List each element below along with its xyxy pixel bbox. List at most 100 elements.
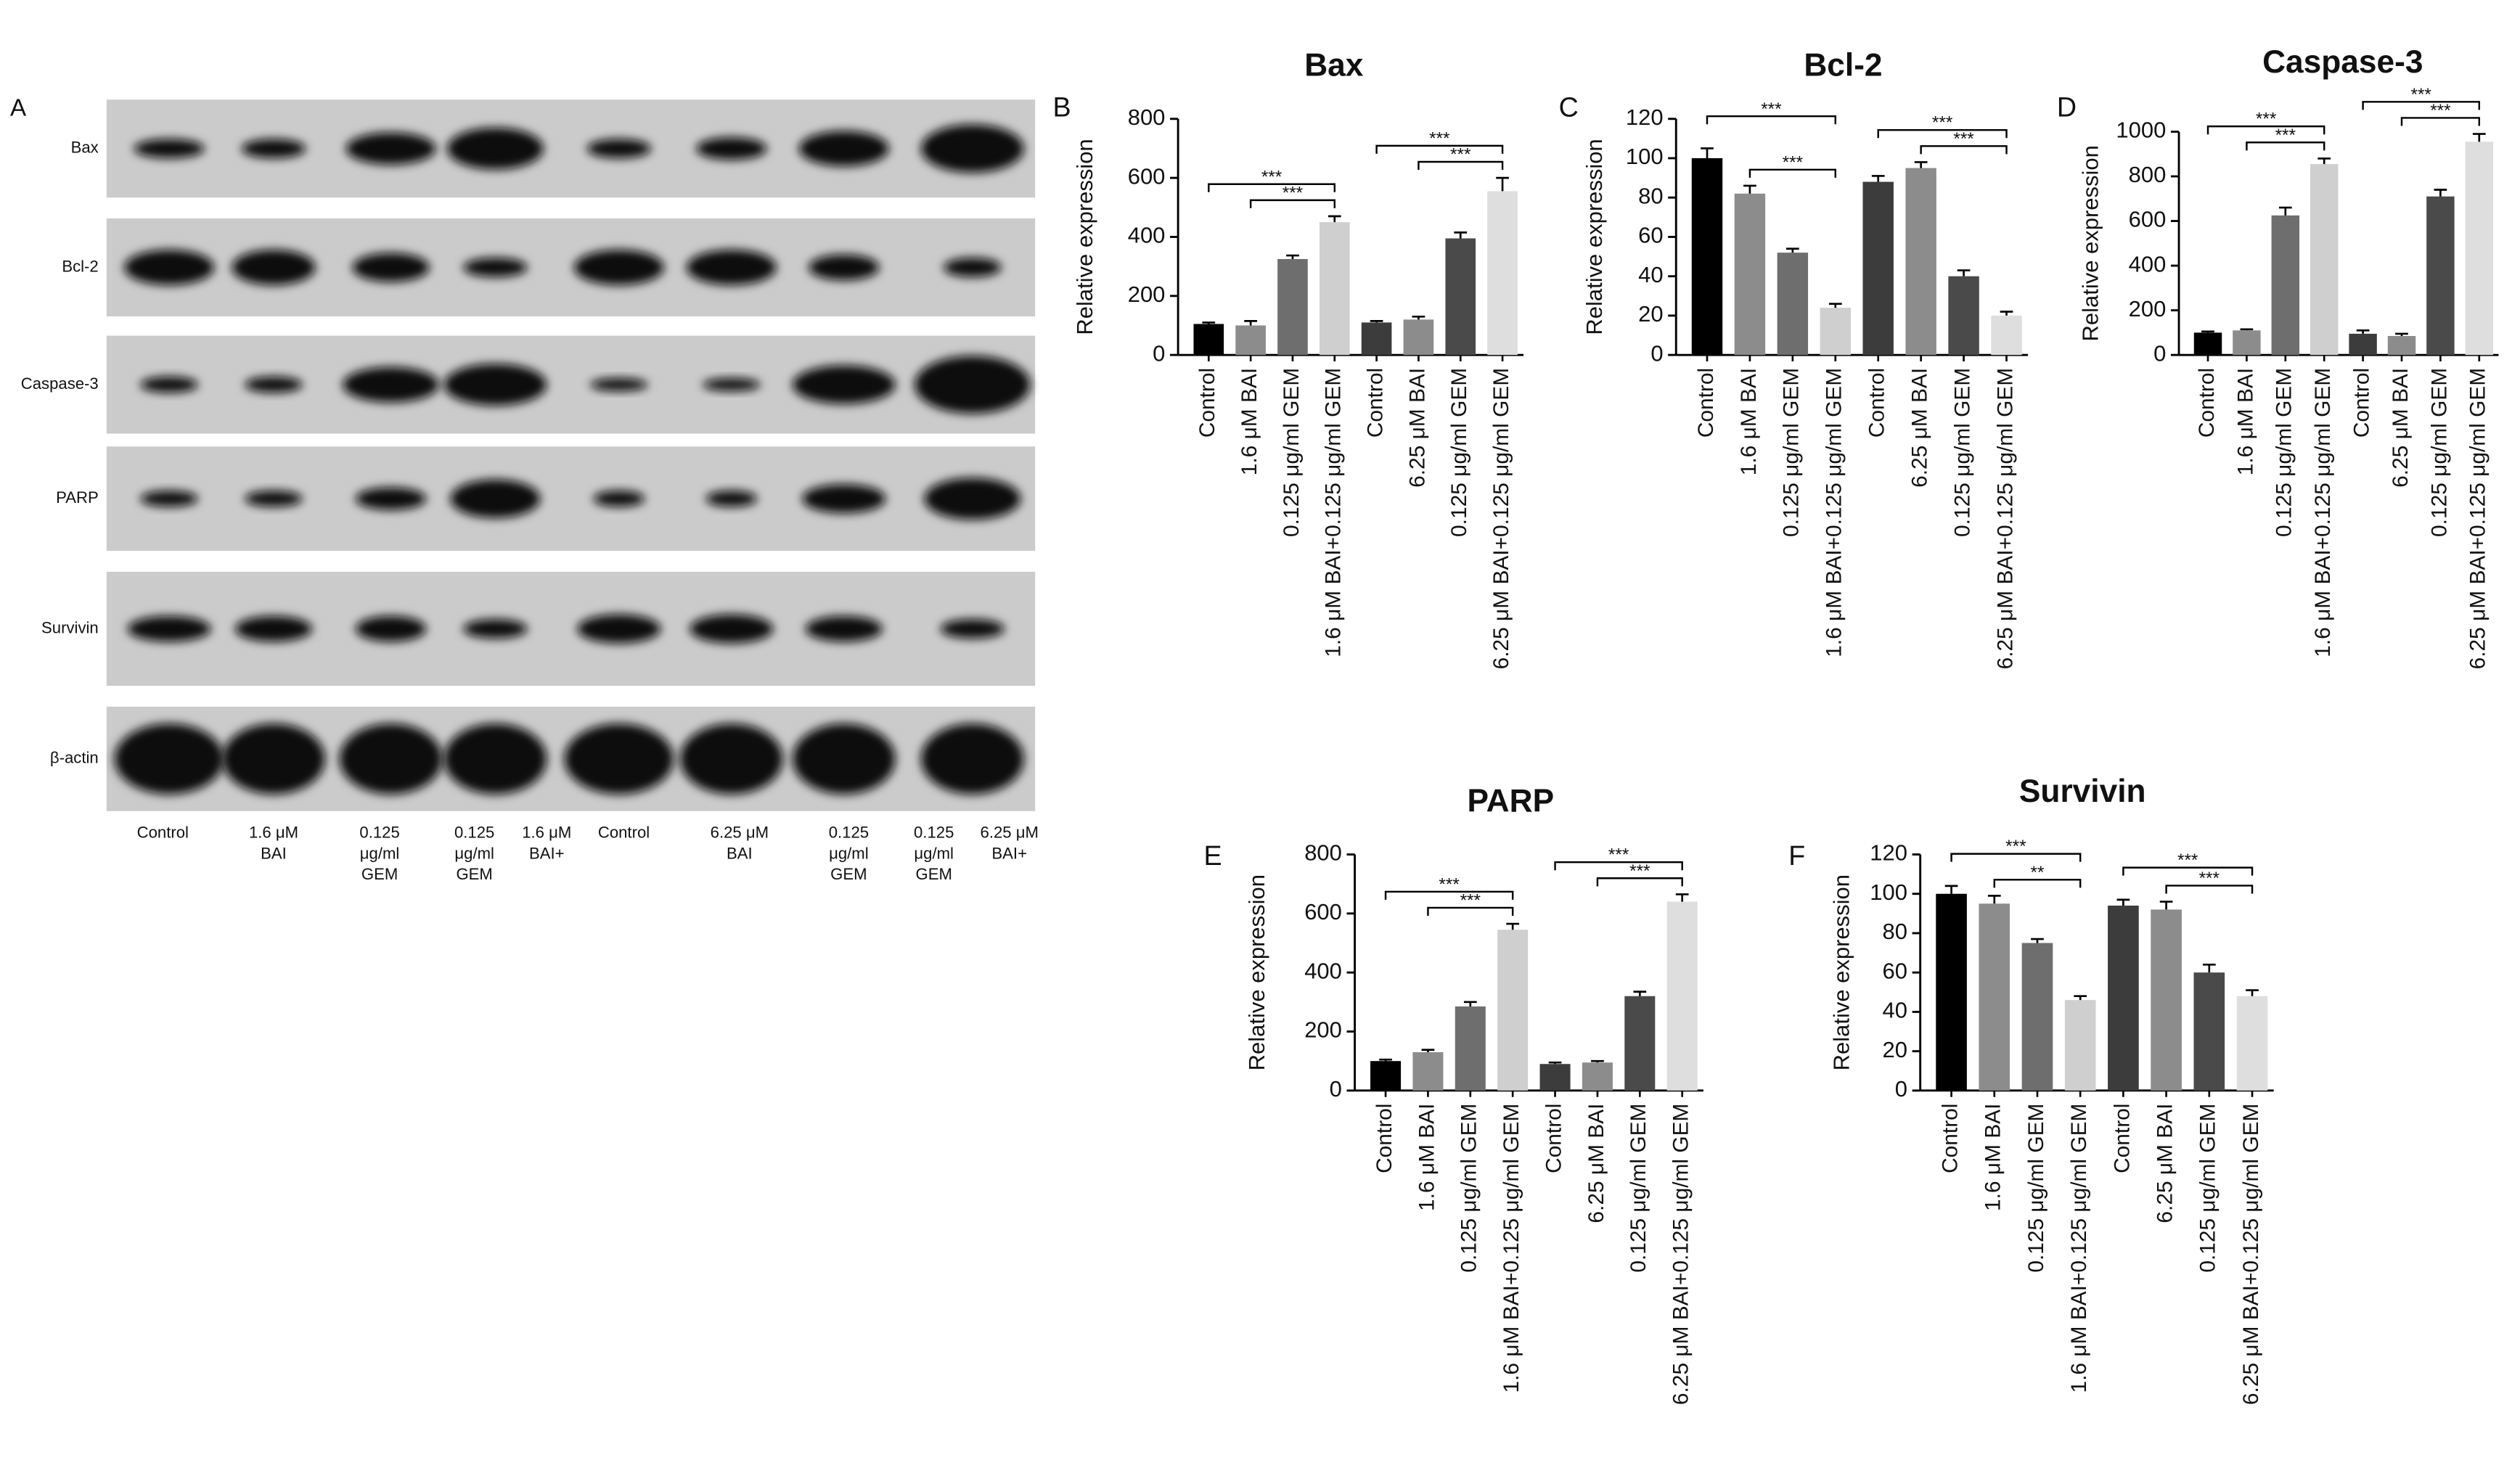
error-bar bbox=[1633, 991, 1647, 996]
error-bar bbox=[2202, 964, 2216, 973]
error-bar bbox=[2434, 189, 2447, 197]
error-bar bbox=[2031, 938, 2044, 943]
blot-lane-label: μg/ml bbox=[360, 844, 400, 862]
bar bbox=[1777, 253, 1809, 356]
error-bar bbox=[1828, 303, 1842, 308]
chart-title: PARP bbox=[1467, 783, 1554, 819]
x-tick-label: 1.6 μM BAI bbox=[1981, 1104, 2005, 1211]
significance-bracket bbox=[2400, 117, 2481, 126]
bar bbox=[1455, 1006, 1486, 1091]
error-bar bbox=[2472, 133, 2486, 142]
y-tick-label: 60 bbox=[1883, 958, 1907, 983]
chart-title: Caspase-3 bbox=[2262, 44, 2423, 80]
blot-band bbox=[573, 250, 664, 285]
blot-band bbox=[705, 491, 758, 507]
x-tick-label: 6.25 μM BAI bbox=[1908, 368, 1932, 488]
x-tick-label: Control bbox=[1865, 368, 1889, 438]
significance-bracket bbox=[1554, 861, 1683, 871]
significance-label: *** bbox=[1953, 129, 1974, 149]
bar bbox=[2233, 330, 2261, 356]
bar bbox=[2426, 196, 2455, 356]
x-tick-label: Control bbox=[2195, 368, 2219, 438]
blot-band bbox=[443, 723, 547, 795]
blot-row-label: Caspase-3 bbox=[21, 374, 99, 393]
y-tick-label: 600 bbox=[2129, 207, 2167, 232]
blot-band bbox=[679, 723, 783, 795]
significance-label: *** bbox=[1429, 128, 1450, 148]
error-bar bbox=[1675, 893, 1689, 902]
blot-lane-label: 1.6 μM bbox=[522, 824, 571, 842]
significance-label: *** bbox=[1450, 145, 1471, 165]
blot-band bbox=[140, 377, 198, 393]
bar bbox=[1979, 903, 2010, 1091]
y-tick-label: 100 bbox=[1626, 144, 1664, 169]
bar bbox=[1624, 996, 1656, 1091]
x-tick-label: 1.6 μM BAI+0.125 μg/ml GEM bbox=[1500, 1104, 1523, 1393]
bar bbox=[2021, 943, 2053, 1091]
significance-bracket bbox=[2165, 885, 2254, 894]
x-tick-label: 6.25 μM BAI bbox=[2389, 368, 2413, 488]
x-tick-label: 0.125 μg/ml GEM bbox=[2024, 1104, 2048, 1273]
blot-row-label: β-actin bbox=[50, 749, 99, 767]
blot-band bbox=[590, 378, 648, 391]
x-tick-label: 0.125 μg/ml GEM bbox=[1280, 368, 1304, 537]
error-bar bbox=[1944, 885, 1958, 894]
x-tick-label: Control bbox=[1542, 1104, 1566, 1173]
blot-band bbox=[564, 723, 674, 795]
significance-label: *** bbox=[1460, 891, 1481, 911]
bar bbox=[1734, 193, 1766, 356]
significance-label: *** bbox=[2275, 126, 2296, 145]
bar bbox=[1370, 1061, 1402, 1091]
blot-band bbox=[798, 131, 889, 167]
blot-lane-label: μg/ml bbox=[914, 844, 954, 862]
x-tick-label: 1.6 μM BAI+0.125 μg/ml GEM bbox=[1322, 368, 1346, 657]
blot-lane-label: 1.6 μM bbox=[249, 824, 298, 842]
y-tick-label: 40 bbox=[1883, 998, 1907, 1023]
y-tick-label: 400 bbox=[2129, 251, 2167, 276]
significance-bracket bbox=[1208, 183, 1336, 192]
significance-bracket bbox=[1920, 145, 2008, 155]
panel-letter: D bbox=[2057, 91, 2077, 122]
blot-band bbox=[463, 619, 528, 639]
significance-label: *** bbox=[1282, 183, 1304, 202]
significance-bracket bbox=[1748, 168, 1837, 178]
error-bar bbox=[2000, 311, 2013, 316]
y-tick-label: 120 bbox=[1626, 104, 1664, 130]
bar bbox=[1445, 238, 1476, 356]
blot-band bbox=[241, 139, 306, 159]
error-bar bbox=[2201, 330, 2214, 333]
x-tick-label: 6.25 μM BAI bbox=[1405, 368, 1429, 488]
y-tick-label: 40 bbox=[1638, 262, 1663, 287]
x-tick-label: 6.25 μM BAI bbox=[1584, 1104, 1608, 1223]
x-tick-label: Control bbox=[2349, 368, 2373, 438]
bar bbox=[1936, 893, 1967, 1091]
x-tick-label: 0.125 μg/ml GEM bbox=[1780, 368, 1804, 537]
x-tick-label: Control bbox=[2110, 1104, 2134, 1173]
x-tick-label: 1.6 μM BAI bbox=[1415, 1104, 1439, 1211]
y-axis-label: Relative expression bbox=[2078, 145, 2103, 341]
blot-lane-label: GEM bbox=[915, 865, 952, 883]
error-bar bbox=[2318, 157, 2331, 165]
blot-lane-label: 0.125 bbox=[359, 824, 399, 842]
error-bar bbox=[2116, 898, 2130, 906]
x-tick-label: Control bbox=[1938, 1104, 1962, 1173]
blot-lane-label: μg/ml bbox=[829, 844, 869, 862]
blot-lane-label: 0.125 bbox=[914, 824, 954, 842]
error-bar bbox=[1454, 231, 1468, 239]
blot-lane-label: BAI bbox=[261, 844, 287, 862]
blot-band bbox=[222, 723, 325, 795]
error-bar bbox=[1701, 147, 1714, 159]
significance-label: *** bbox=[2256, 110, 2277, 129]
y-tick-label: 100 bbox=[1870, 879, 1907, 905]
x-tick-label: 0.125 μg/ml GEM bbox=[1457, 1104, 1481, 1273]
bar bbox=[2465, 142, 2494, 356]
y-axis-label: Relative expression bbox=[1582, 139, 1607, 335]
blot-band bbox=[245, 377, 303, 393]
error-bar bbox=[1786, 247, 1799, 253]
x-tick-label: Control bbox=[1363, 368, 1387, 438]
error-bar bbox=[1421, 1049, 1435, 1052]
y-tick-label: 800 bbox=[2129, 162, 2167, 187]
blot-band bbox=[920, 124, 1024, 173]
bar bbox=[1361, 322, 1392, 356]
